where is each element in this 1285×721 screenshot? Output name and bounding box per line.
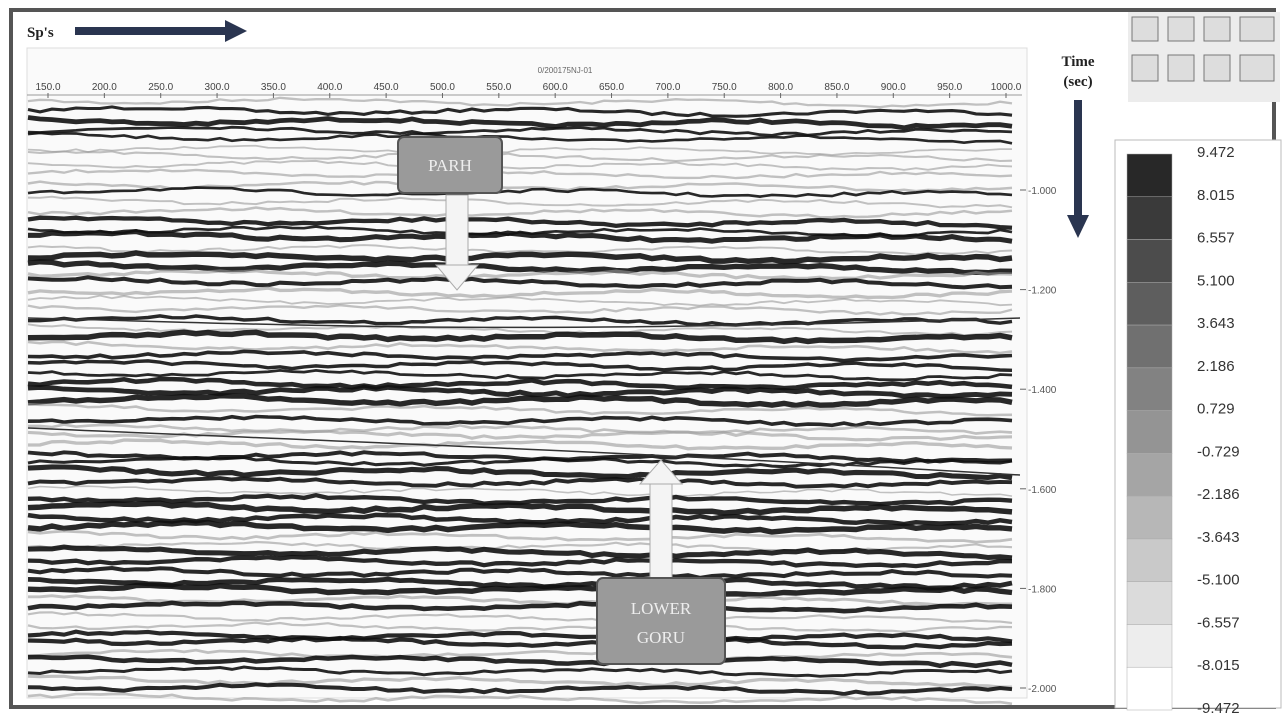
- toolbar: [1128, 12, 1280, 102]
- sp-label: Sp's: [27, 25, 54, 41]
- colorbar-label: -6.557: [1197, 614, 1240, 631]
- x-tick-label: 350.0: [261, 82, 286, 93]
- x-tick-label: 650.0: [599, 82, 624, 93]
- x-tick-label: 250.0: [148, 82, 173, 93]
- parh-label: PARH: [428, 156, 472, 175]
- color-swatch: [1127, 624, 1172, 667]
- time-tick-label: -1.400: [1028, 385, 1057, 396]
- flip-button[interactable]: [1132, 55, 1158, 81]
- lower-goru-label-2: GORU: [637, 628, 685, 647]
- color-swatch: [1127, 496, 1172, 539]
- section-name: 0/200175NJ-01: [538, 66, 593, 75]
- x-tick-label: 900.0: [881, 82, 906, 93]
- undo-button[interactable]: [1168, 55, 1194, 81]
- colorbar-label: 8.015: [1197, 187, 1235, 204]
- sort-down-button[interactable]: [1204, 55, 1230, 81]
- time-title: Time: [1061, 54, 1094, 70]
- time-tick-label: -1.000: [1028, 186, 1057, 197]
- x-tick-label: 1000.0: [991, 82, 1022, 93]
- color-swatch: [1127, 197, 1172, 240]
- forward-button[interactable]: [1240, 17, 1274, 41]
- x-tick-label: 400.0: [317, 82, 342, 93]
- x-tick-label: 950.0: [937, 82, 962, 93]
- back-button[interactable]: [1204, 17, 1230, 41]
- colorbar-label: 6.557: [1197, 230, 1235, 247]
- colorbar-label: -8.015: [1197, 657, 1240, 674]
- x-tick-label: 750.0: [712, 82, 737, 93]
- x-tick-label: 600.0: [543, 82, 568, 93]
- x-tick-label: 850.0: [824, 82, 849, 93]
- x-tick-label: 700.0: [655, 82, 680, 93]
- x-tick-label: 450.0: [374, 82, 399, 93]
- time-tick-label: -2.000: [1028, 684, 1057, 695]
- colorbar-label: 3.643: [1197, 315, 1235, 332]
- x-tick-label: 300.0: [205, 82, 230, 93]
- colorbar-label: -5.100: [1197, 572, 1240, 589]
- color-swatch: [1127, 667, 1172, 710]
- time-tick-label: -1.800: [1028, 584, 1057, 595]
- colorbar-label: 5.100: [1197, 272, 1235, 289]
- x-tick-label: 150.0: [35, 82, 60, 93]
- color-swatch: [1127, 325, 1172, 368]
- x-tick-label: 200.0: [92, 82, 117, 93]
- color-swatch: [1127, 582, 1172, 625]
- x-tick-label: 800.0: [768, 82, 793, 93]
- colorbar-label: -9.472: [1197, 700, 1240, 717]
- color-swatch: [1127, 411, 1172, 454]
- color-swatch: [1127, 282, 1172, 325]
- save-button[interactable]: [1168, 17, 1194, 41]
- colorbar-label: -0.729: [1197, 443, 1240, 460]
- open-button[interactable]: [1132, 17, 1158, 41]
- sort-up-button[interactable]: [1240, 55, 1274, 81]
- color-swatch: [1127, 539, 1172, 582]
- color-swatch: [1127, 240, 1172, 283]
- colorbar-label: 9.472: [1197, 144, 1235, 161]
- colorbar-label: 2.186: [1197, 358, 1235, 375]
- color-swatch: [1127, 453, 1172, 496]
- colorbar-label: -2.186: [1197, 486, 1240, 503]
- time-tick-label: -1.600: [1028, 485, 1057, 496]
- x-tick-label: 550.0: [486, 82, 511, 93]
- lower-goru-label-1: LOWER: [631, 599, 692, 618]
- screen: Sp's 0/200175NJ-01 150.0 200.0 250.0 300.0 3…: [0, 0, 1285, 721]
- color-swatch: [1127, 154, 1172, 197]
- time-tick-label: -1.200: [1028, 286, 1057, 297]
- colorbar-label: -3.643: [1197, 529, 1240, 546]
- color-swatch: [1127, 368, 1172, 411]
- x-tick-label: 500.0: [430, 82, 455, 93]
- colorbar-label: 0.729: [1197, 401, 1235, 418]
- time-unit: (sec): [1063, 74, 1092, 90]
